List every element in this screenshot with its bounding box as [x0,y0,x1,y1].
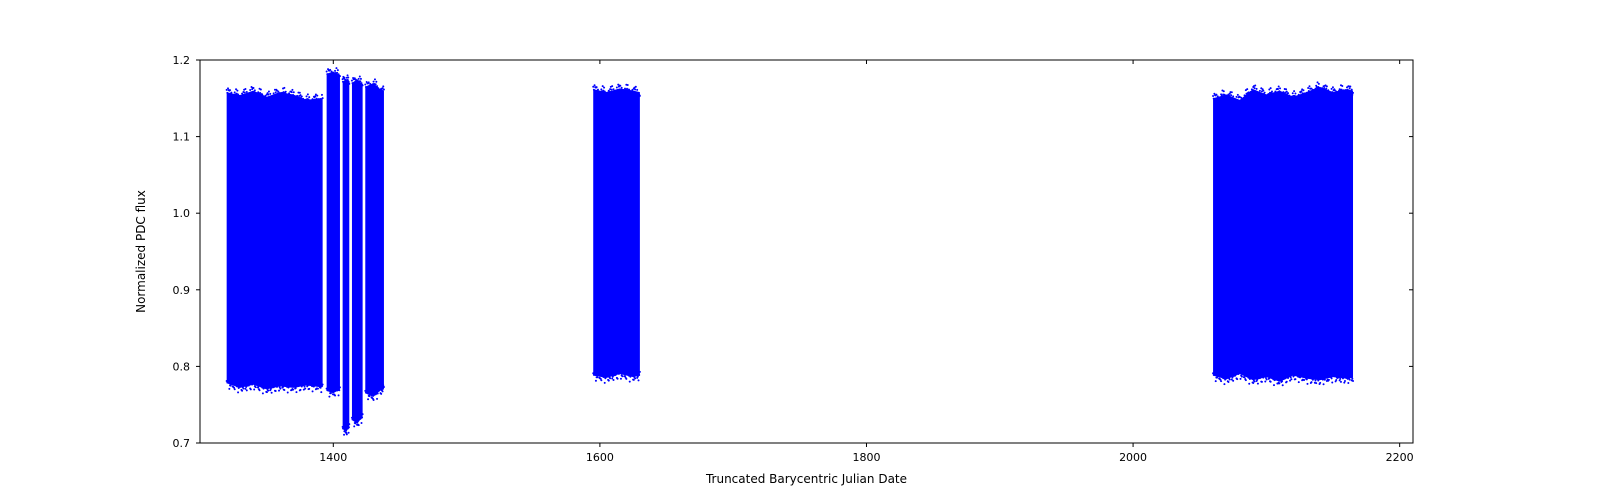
data-segment-6 [1213,87,1353,382]
data-segment-1 [327,71,340,393]
y-tick-label: 0.9 [173,284,191,297]
y-tick-label: 1.1 [173,131,191,144]
x-tick-label: 1400 [319,451,347,464]
y-tick-label: 1.0 [173,207,191,220]
x-tick-label: 2000 [1119,451,1147,464]
x-tick-label: 1600 [586,451,614,464]
y-axis-label: Normalized PDC flux [134,190,148,313]
data-segment-5 [593,88,640,378]
x-tick-label: 2200 [1386,451,1414,464]
data-segment-4 [365,83,384,397]
x-axis-label: Truncated Barycentric Julian Date [705,472,907,486]
data-segment-2 [343,79,350,431]
y-tick-label: 0.8 [173,360,191,373]
lightcurve-chart: 1400 1600 1800 2000 2200 Truncated Barycentri… [0,0,1600,500]
y-tick-label: 0.7 [173,437,191,450]
data-series [226,67,1354,436]
chart-svg: 1400 1600 1800 2000 2200 Truncated Barycentri… [0,0,1600,500]
x-tick-label: 1800 [852,451,880,464]
data-segment-3 [352,79,363,424]
y-tick-label: 1.2 [173,54,191,67]
data-segment-0 [227,91,323,390]
